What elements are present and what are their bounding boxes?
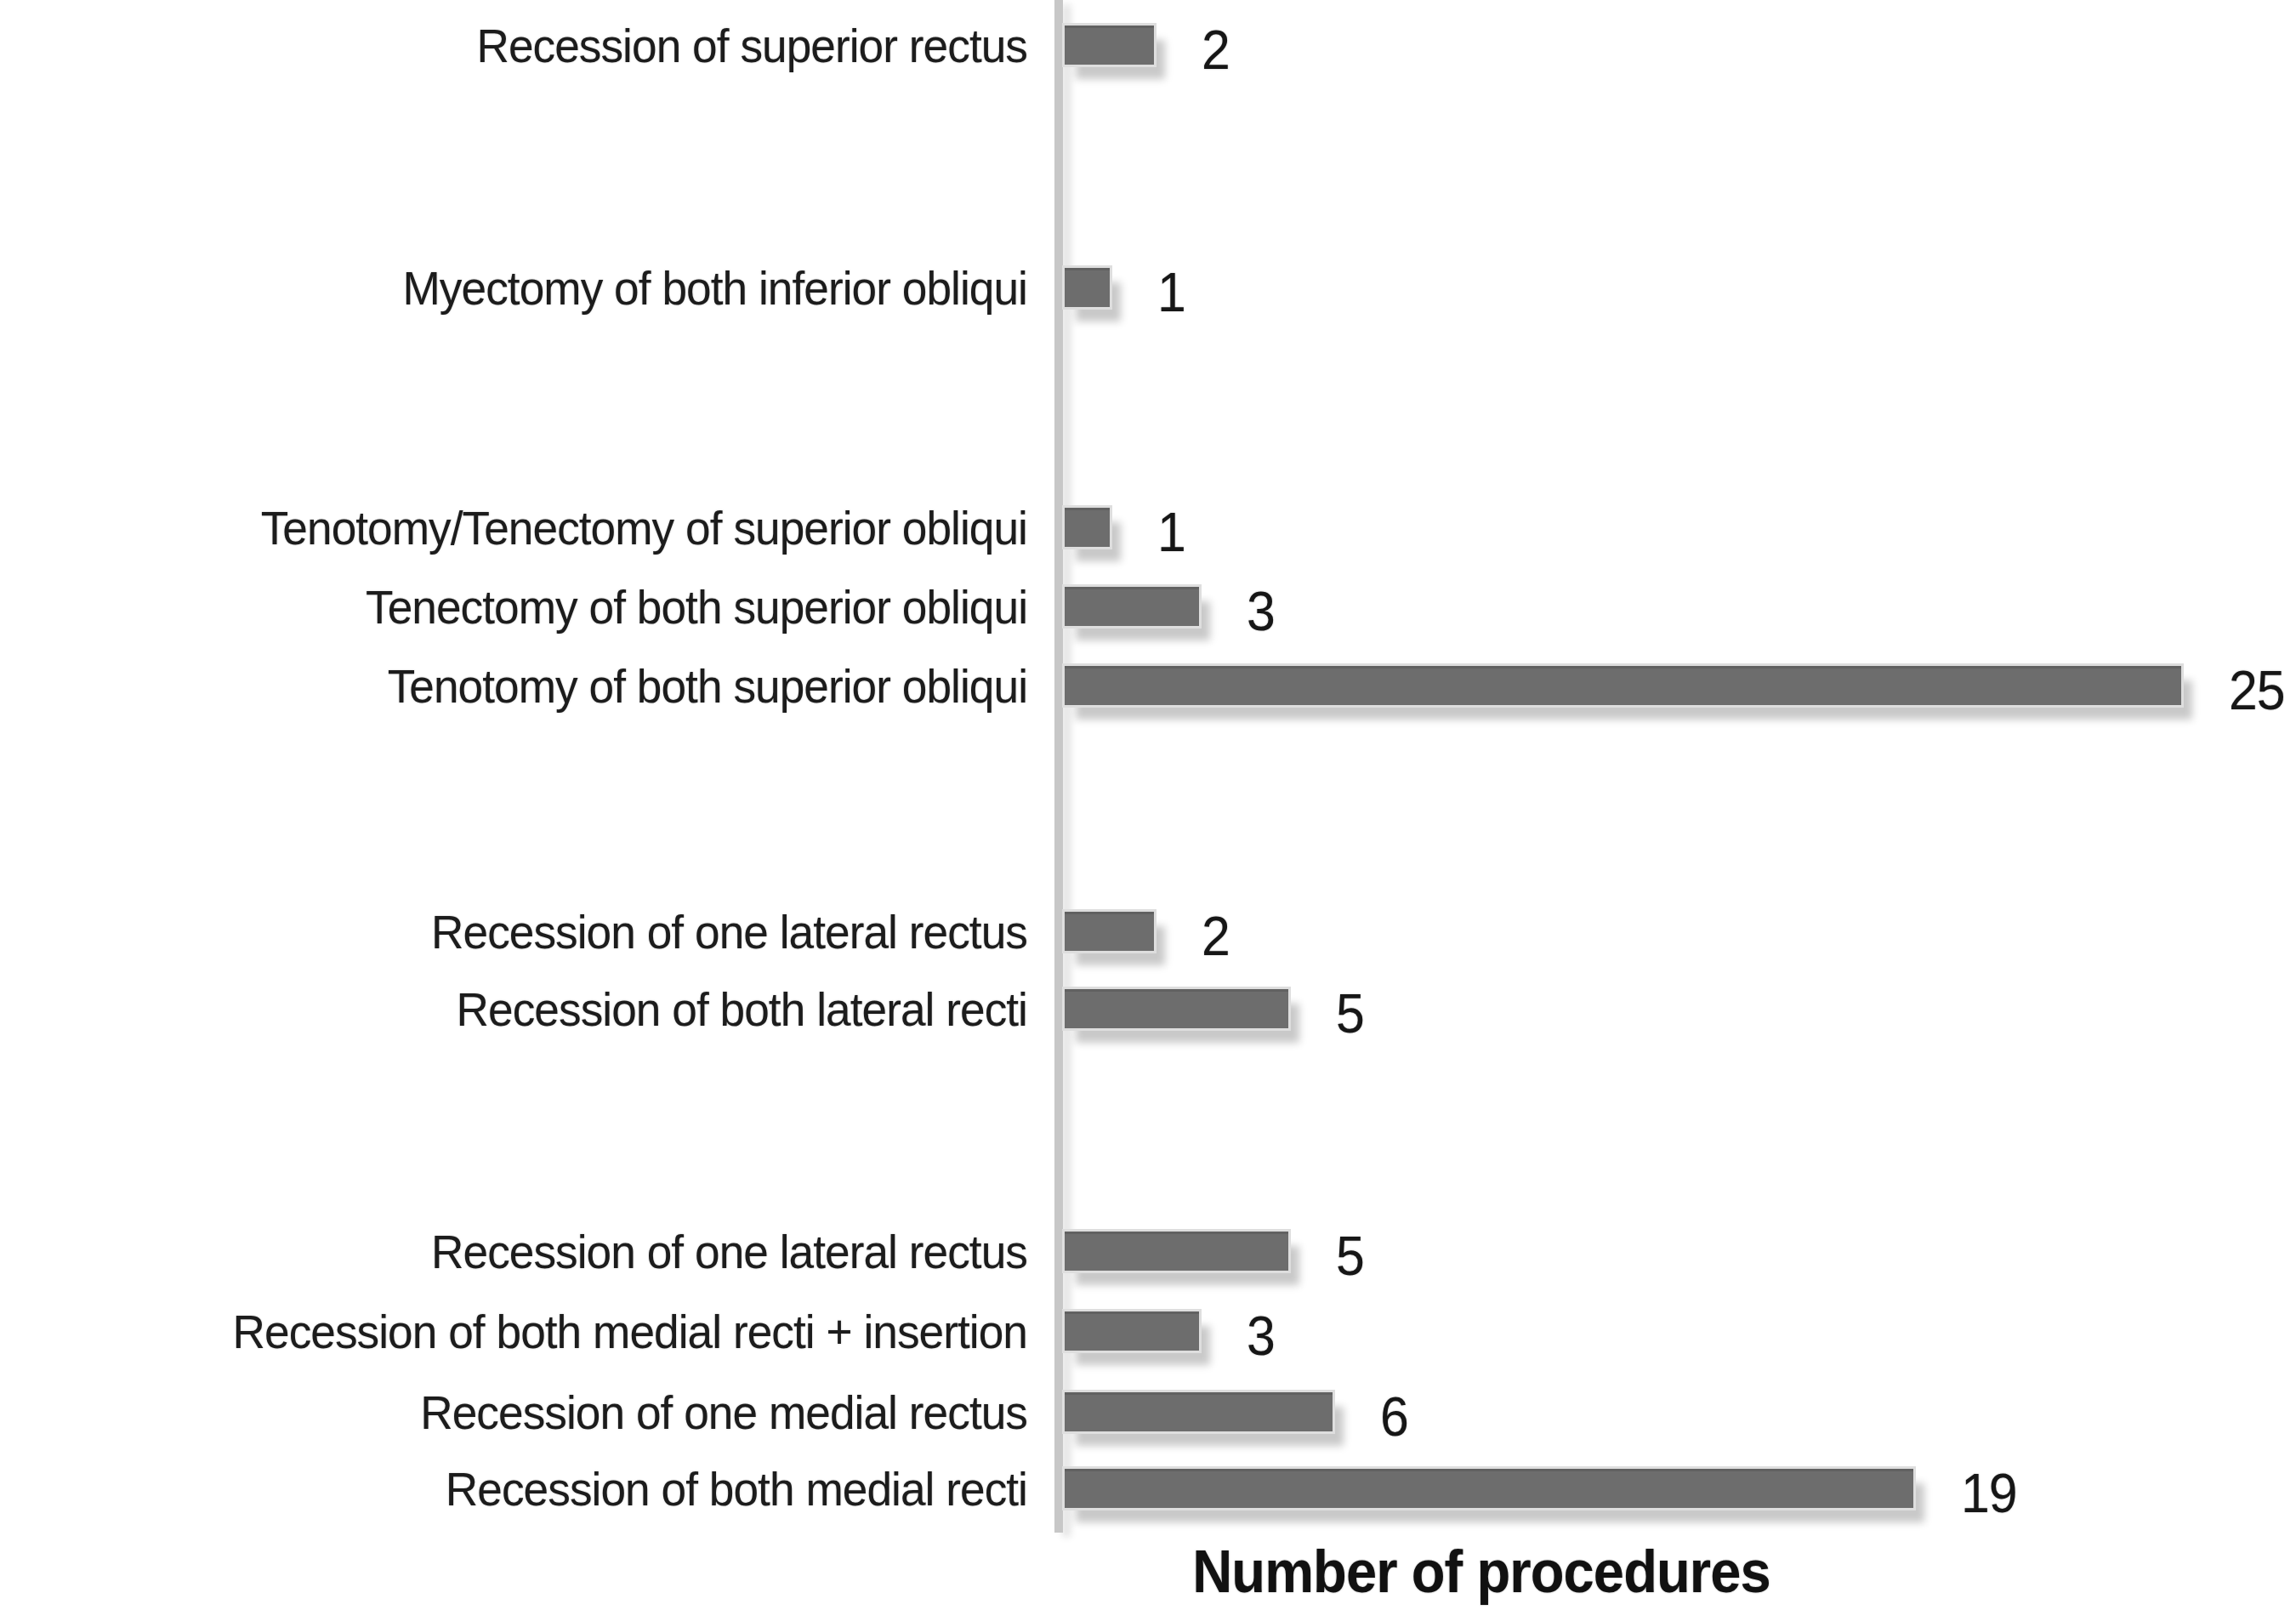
bar — [1065, 989, 1288, 1028]
bar — [1065, 587, 1199, 626]
category-axis-line — [1054, 0, 1063, 1533]
bar — [1065, 1232, 1288, 1271]
bar — [1065, 912, 1154, 951]
chart-row: Tenotomy of both superior obliqui25 — [0, 666, 2296, 705]
chart-row: Recession of both medial recti19 — [0, 1469, 2296, 1508]
bar — [1065, 26, 1154, 65]
chart-row: Tenotomy/Tenectomy of superior obliqui1 — [0, 508, 2296, 547]
value-label: 1 — [1157, 261, 1185, 324]
bar — [1065, 1392, 1333, 1431]
bar — [1065, 1469, 1913, 1508]
bar — [1065, 1311, 1199, 1351]
chart-row: Recession of one lateral rectus5 — [0, 1232, 2296, 1271]
bar — [1065, 508, 1110, 547]
chart-row: Recession of both medial recti + inserti… — [0, 1311, 2296, 1351]
x-axis-title: Number of procedures — [1192, 1538, 1770, 1606]
bar — [1065, 268, 1110, 307]
category-label: Recession of both medial recti + inserti… — [51, 1304, 1027, 1359]
value-label: 3 — [1247, 1305, 1275, 1368]
category-label: Myectomy of both inferior obliqui — [51, 260, 1027, 316]
value-label: 3 — [1247, 580, 1275, 643]
category-label: Recession of one medial rectus — [51, 1385, 1027, 1440]
chart-row: Recession of one medial rectus6 — [0, 1392, 2296, 1431]
value-label: 1 — [1157, 501, 1185, 564]
category-label: Tenotomy of both superior obliqui — [51, 658, 1027, 714]
category-label: Recession of both lateral recti — [51, 981, 1027, 1037]
value-label: 5 — [1336, 1225, 1364, 1288]
value-label: 5 — [1336, 982, 1364, 1045]
category-label: Recession of both medial recti — [51, 1461, 1027, 1516]
category-label: Tenectomy of both superior obliqui — [51, 579, 1027, 634]
bar — [1065, 666, 2181, 705]
category-label: Recession of one lateral rectus — [51, 904, 1027, 959]
value-label: 6 — [1380, 1385, 1408, 1448]
value-label: 2 — [1202, 905, 1230, 968]
chart-row: Tenectomy of both superior obliqui3 — [0, 587, 2296, 626]
chart-row: Recession of one lateral rectus2 — [0, 912, 2296, 951]
chart-row: Recession of superior rectus2 — [0, 26, 2296, 65]
chart-row: Myectomy of both inferior obliqui1 — [0, 268, 2296, 307]
chart-row: Recession of both lateral recti5 — [0, 989, 2296, 1028]
value-label: 19 — [1961, 1462, 2017, 1525]
category-label: Recession of one lateral rectus — [51, 1224, 1027, 1279]
bar-chart: Recession of superior rectus2Myectomy of… — [0, 0, 2296, 1610]
value-label: 25 — [2229, 659, 2285, 722]
category-label: Recession of superior rectus — [51, 18, 1027, 73]
value-label: 2 — [1202, 19, 1230, 82]
category-label: Tenotomy/Tenectomy of superior obliqui — [51, 500, 1027, 555]
